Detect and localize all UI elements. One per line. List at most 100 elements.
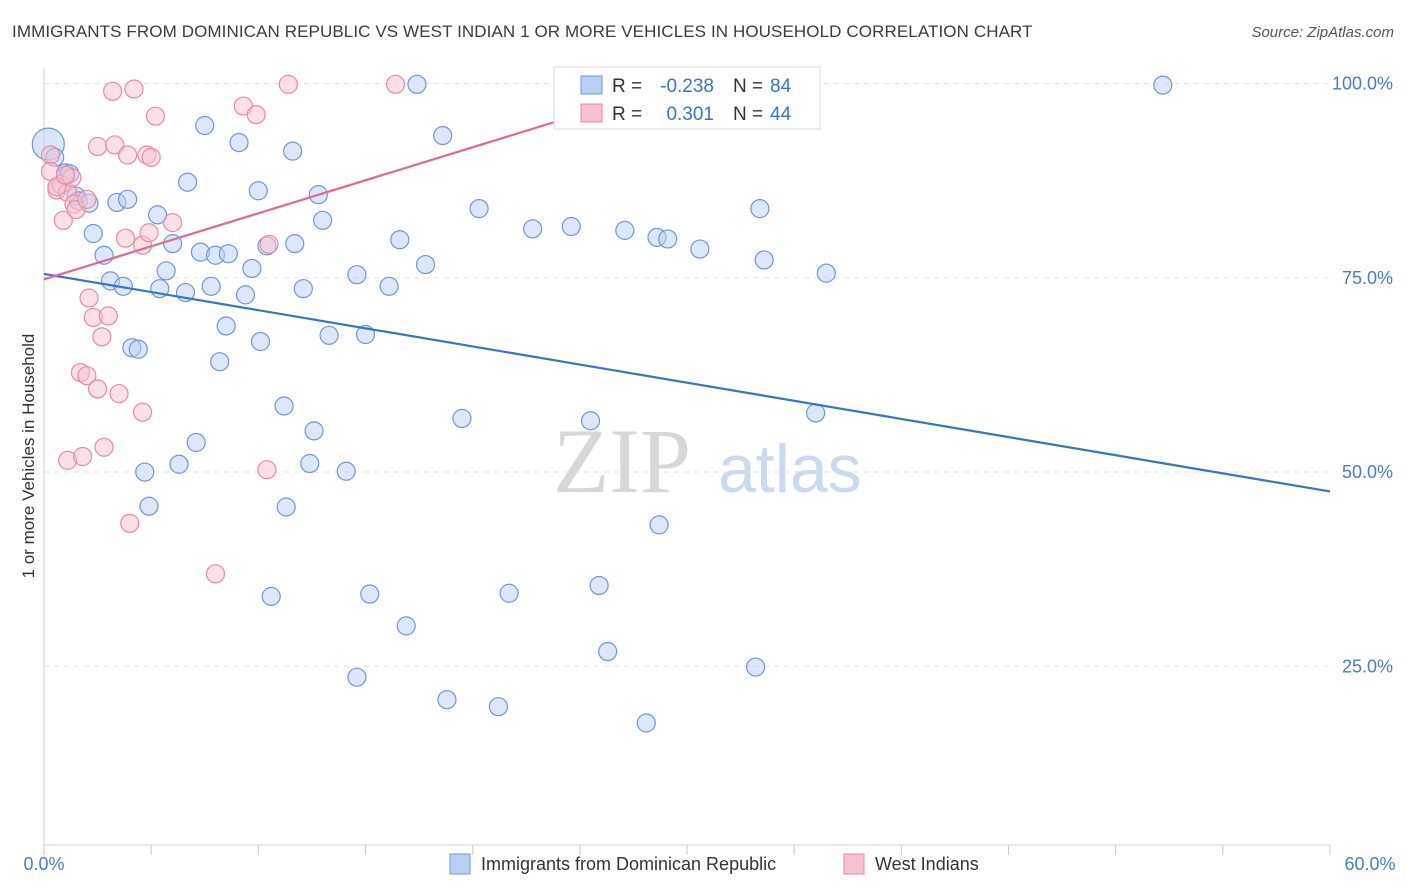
point-blue-68	[580, 411, 601, 431]
point-pink-37	[120, 513, 140, 533]
point-blue-61	[300, 453, 320, 474]
point-pink-36	[257, 460, 277, 480]
point-blue-78	[745, 657, 766, 677]
x-axis-ticks	[43, 845, 1331, 855]
point-blue-13	[147, 205, 168, 225]
y-tick-label-1: 75.0%	[1342, 268, 1393, 288]
point-blue-35	[347, 265, 367, 285]
point-pink-14	[141, 147, 161, 167]
stats-pink-n-value: 44	[770, 104, 792, 125]
stats-blue-r-label: R =	[612, 76, 642, 97]
point-blue-67	[452, 408, 472, 429]
point-pink-43	[55, 165, 76, 185]
point-blue-54	[128, 339, 148, 359]
point-pink-23	[259, 234, 279, 254]
stats-pink-r-value: 0.301	[666, 104, 714, 125]
point-blue-31	[293, 279, 313, 299]
point-blue-57	[210, 352, 230, 372]
point-pink-32	[132, 402, 153, 422]
point-blue-80	[488, 697, 508, 717]
point-pink-18	[385, 74, 406, 94]
series-blue-points	[31, 74, 1173, 733]
point-blue-59	[304, 421, 324, 441]
point-pink-17	[278, 74, 298, 94]
stats-swatch-pink	[580, 103, 603, 123]
stats-pink-r-label: R =	[612, 104, 642, 125]
point-pink-12	[117, 145, 138, 165]
point-blue-41	[433, 125, 453, 146]
point-blue-48	[690, 239, 710, 259]
point-blue-81	[636, 713, 656, 733]
point-pink-27	[92, 327, 112, 347]
point-pink-19	[115, 228, 136, 248]
point-blue-56	[250, 331, 271, 352]
point-blue-64	[135, 462, 155, 482]
chart-title: IMMIGRANTS FROM DOMINICAN REPUBLIC VS WE…	[12, 22, 1033, 41]
point-blue-74	[589, 575, 609, 596]
legend: Immigrants from Dominican Republic West …	[449, 853, 979, 875]
legend-swatch-blue	[449, 853, 471, 875]
point-blue-23	[218, 244, 238, 264]
legend-label-blue: Immigrants from Dominican Republic	[481, 854, 776, 874]
watermark-zip: ZIP	[553, 410, 691, 512]
point-pink-38	[205, 564, 226, 584]
point-blue-69	[805, 403, 826, 423]
stats-blue-n-value: 84	[770, 76, 792, 97]
point-pink-0	[40, 145, 61, 165]
point-pink-30	[87, 379, 108, 399]
stats-swatch-blue	[580, 75, 603, 95]
point-blue-42	[469, 199, 489, 219]
point-blue-77	[347, 667, 367, 687]
gridlines	[44, 83, 1330, 667]
point-pink-42	[77, 189, 97, 209]
point-blue-63	[169, 454, 189, 474]
x-tick-label-min: 0.0%	[23, 854, 64, 874]
point-pink-29	[77, 366, 97, 386]
y-tick-label-2: 50.0%	[1342, 462, 1393, 482]
point-pink-8	[102, 81, 123, 101]
point-blue-34	[319, 325, 339, 345]
point-blue-40	[415, 254, 436, 275]
point-pink-31	[109, 383, 129, 404]
x-tick-label-max: 60.0%	[1344, 854, 1395, 874]
watermark: ZIP atlas	[553, 410, 862, 512]
point-pink-16	[246, 105, 266, 125]
point-blue-51	[816, 263, 836, 283]
point-pink-21	[139, 223, 159, 243]
point-blue-75	[396, 616, 416, 636]
stats-pink-n-label: N =	[733, 104, 763, 125]
point-pink-22	[163, 213, 183, 233]
point-blue-26	[242, 258, 262, 279]
point-blue-25	[235, 285, 256, 305]
y-tick-label-3: 25.0%	[1342, 656, 1393, 676]
point-blue-29	[283, 141, 303, 161]
watermark-atlas: atlas	[718, 431, 862, 507]
point-blue-70	[649, 515, 669, 535]
point-blue-62	[186, 432, 206, 453]
point-blue-73	[499, 583, 519, 603]
point-blue-38	[390, 230, 410, 250]
series-pink-points	[40, 74, 406, 584]
stats-box: R = -0.238 N = 84 R = 0.301 N = 44	[553, 66, 821, 130]
point-blue-79	[437, 690, 457, 710]
point-blue-55	[216, 316, 236, 336]
point-pink-3	[53, 210, 73, 230]
point-blue-58	[274, 396, 294, 416]
point-blue-18	[178, 172, 198, 192]
point-blue-24	[229, 132, 249, 153]
point-pink-10	[145, 106, 166, 126]
point-blue-39	[407, 74, 427, 94]
point-blue-33	[313, 210, 333, 230]
point-blue-45	[615, 220, 635, 240]
trend-line-blue	[43, 272, 1331, 493]
point-blue-49	[750, 199, 770, 219]
point-pink-26	[98, 306, 118, 326]
y-axis-tick-labels: 100.0% 75.0% 50.0% 25.0%	[1332, 74, 1393, 677]
point-blue-8	[117, 189, 138, 209]
point-blue-72	[360, 584, 380, 604]
point-blue-43	[523, 219, 543, 239]
point-pink-34	[72, 446, 93, 467]
point-blue-30	[285, 234, 305, 254]
stats-blue-n-label: N =	[733, 76, 763, 97]
